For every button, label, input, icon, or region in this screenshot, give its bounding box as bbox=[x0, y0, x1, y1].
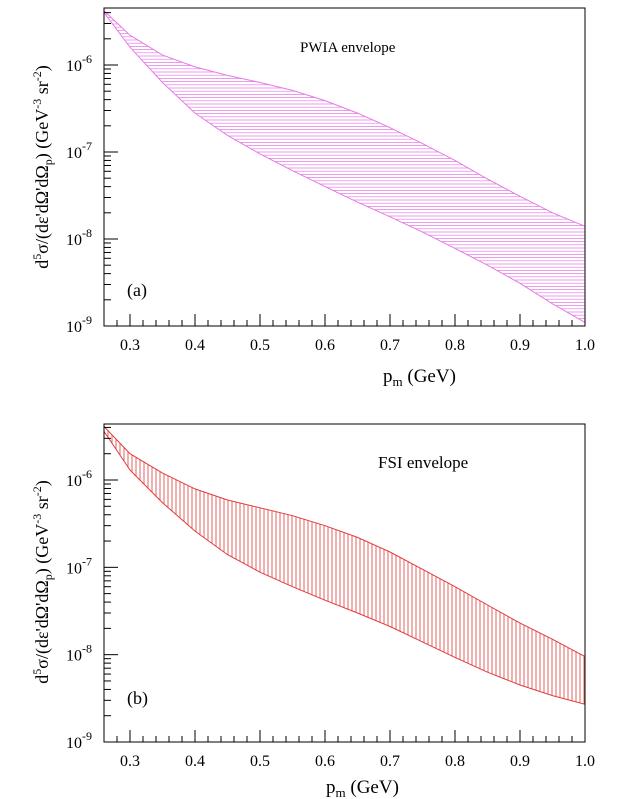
x-tick-label: 0.8 bbox=[445, 753, 465, 770]
band-lower-edge bbox=[104, 431, 585, 705]
x-tick-label: 0.7 bbox=[380, 753, 400, 770]
panel-label: (a) bbox=[127, 280, 147, 301]
envelope-band bbox=[104, 10, 585, 323]
x-axis-label: pm (GeV) bbox=[326, 777, 399, 799]
x-tick-label: 0.8 bbox=[445, 337, 465, 354]
band-upper-edge bbox=[104, 426, 585, 658]
x-tick-label: 0.9 bbox=[510, 753, 530, 770]
y-tick-label: 10-9 bbox=[66, 313, 92, 336]
x-tick-label: 0.7 bbox=[380, 337, 400, 354]
x-tick-label: 0.4 bbox=[185, 337, 205, 354]
x-tick-label: 0.4 bbox=[185, 753, 205, 770]
annotation: PWIA envelope bbox=[300, 40, 396, 56]
y-axis: 10-9 10-8 10-7 10-6 bbox=[66, 426, 118, 752]
x-axis-label-main: p bbox=[326, 777, 336, 798]
plot-frame bbox=[103, 7, 586, 327]
y-tick-label: 10-8 bbox=[66, 226, 92, 249]
x-axis-label-main: p bbox=[383, 366, 393, 387]
x-axis-label-unit: (GeV) bbox=[403, 366, 456, 387]
y-tick-label: 10-8 bbox=[66, 642, 92, 665]
x-tick-label: 1.0 bbox=[575, 337, 595, 354]
x-tick-label: 0.6 bbox=[315, 337, 335, 354]
x-axis-label-unit: (GeV) bbox=[346, 777, 399, 798]
x-axis-label-sub: m bbox=[336, 785, 346, 799]
hatch-lines bbox=[104, 426, 585, 705]
x-tick-label: 0.9 bbox=[510, 337, 530, 354]
y-tick-label: 10-6 bbox=[66, 52, 92, 75]
band-upper-edge bbox=[104, 10, 585, 227]
panel-label: (b) bbox=[127, 688, 148, 709]
y-tick-label: 10-7 bbox=[66, 554, 92, 577]
hatch-lines bbox=[106, 14, 585, 322]
plot-frame bbox=[103, 423, 586, 743]
x-axis: 0.3 0.4 0.5 0.6 0.7 0.8 0.9 1.0 bbox=[103, 314, 595, 354]
panel-a: 0.3 0.4 0.5 0.6 0.7 0.8 0.9 1.0 10-910-810-710-… bbox=[30, 7, 595, 389]
y-axis: 10-9 10-8 10-7 10-6 bbox=[66, 12, 118, 336]
envelope-band bbox=[104, 426, 585, 705]
x-axis-label-sub: m bbox=[393, 374, 403, 389]
x-tick-label: 1.0 bbox=[575, 753, 595, 770]
y-tick-label: 10-9 bbox=[66, 729, 92, 752]
x-tick-label: 0.5 bbox=[250, 753, 270, 770]
x-tick-label: 0.5 bbox=[250, 337, 270, 354]
x-axis-label: pm (GeV) bbox=[383, 366, 456, 389]
panel-b: 0.3 0.4 0.5 0.6 0.7 0.8 0.9 1.0 10-910-810-710-… bbox=[30, 423, 595, 799]
x-tick-label: 0.6 bbox=[315, 753, 335, 770]
y-tick-label: 10-6 bbox=[66, 467, 92, 490]
x-tick-label: 0.3 bbox=[120, 337, 140, 354]
x-tick-label: 0.3 bbox=[120, 753, 140, 770]
y-axis-label: d5σ/(dε'dΩ'dΩp) (GeV-3 sr-2) bbox=[30, 480, 55, 683]
x-axis: 0.3 0.4 0.5 0.6 0.7 0.8 0.9 1.0 bbox=[103, 730, 595, 770]
band-lower-edge bbox=[104, 12, 585, 323]
y-tick-label: 10-7 bbox=[66, 139, 92, 162]
annotation: FSI envelope bbox=[378, 453, 468, 472]
y-axis-label: d5σ/(dε'dΩ'dΩp) (GeV-3 sr-2) bbox=[30, 65, 55, 268]
